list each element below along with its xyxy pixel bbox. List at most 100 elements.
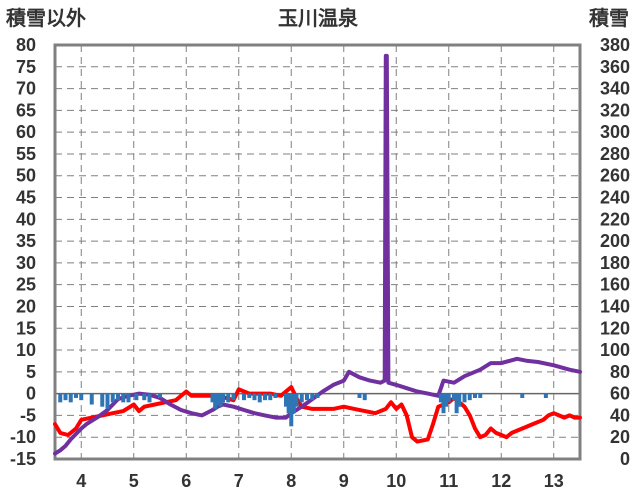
precip-bar [79, 393, 84, 401]
right-tick-label: 300 [600, 122, 630, 142]
precip-bar [315, 393, 320, 398]
right-axis-title: 積雪 [589, 6, 629, 30]
x-tick-label: 11 [439, 471, 458, 491]
precip-bar [305, 393, 309, 401]
precip-bar [158, 393, 162, 398]
precip-bar [478, 393, 483, 398]
left-tick-label: 65 [16, 100, 36, 120]
precip-bar [299, 393, 304, 403]
precip-bar [284, 393, 288, 407]
precip-bar [438, 393, 443, 403]
precip-bar [291, 393, 296, 414]
x-tick-label: 4 [76, 471, 86, 491]
precip-bar [110, 393, 115, 403]
precip-bar [273, 393, 278, 398]
left-tick-label: 20 [16, 296, 36, 316]
precip-bar [63, 393, 68, 401]
right-tick-label: 260 [600, 166, 630, 186]
x-tick-label: 5 [129, 471, 139, 491]
precip-bar [134, 393, 139, 401]
precip-bar [257, 393, 262, 403]
precip-bar [242, 393, 246, 401]
precip-bar [252, 393, 257, 401]
precip-bar [310, 393, 315, 401]
left-tick-label: -5 [20, 405, 36, 425]
precip-bar [462, 393, 467, 403]
precip-bar [543, 393, 548, 398]
chart-title: 玉川温泉 [278, 6, 359, 30]
right-tick-label: 20 [610, 427, 630, 447]
right-tick-label: 0 [620, 449, 630, 469]
precip-bar [142, 393, 147, 401]
right-tick-label: 200 [600, 231, 630, 251]
precip-bar [444, 393, 449, 407]
precip-bar [126, 393, 131, 403]
right-tick-label: 380 [600, 35, 630, 55]
right-tick-label: 40 [610, 405, 630, 425]
x-tick-label: 13 [544, 471, 564, 491]
left-tick-label: 80 [16, 35, 36, 55]
right-tick-label: 180 [600, 253, 630, 273]
precip-bar [286, 393, 291, 414]
precip-bar [221, 393, 225, 403]
precip-bar [100, 393, 105, 407]
precip-bar [74, 393, 78, 398]
left-tick-label: 30 [16, 253, 36, 273]
precip-bar [215, 393, 220, 405]
precip-bar [105, 393, 110, 409]
x-tick-label: 6 [181, 471, 191, 491]
x-tick-label: 7 [234, 471, 244, 491]
precip-bar [116, 393, 120, 401]
precip-bar [289, 393, 294, 427]
precip-bar [454, 393, 459, 414]
right-tick-label: 60 [610, 384, 630, 404]
precip-bar [231, 393, 236, 401]
left-tick-label: 15 [16, 318, 36, 338]
left-tick-label: 25 [16, 275, 36, 295]
precip-bar [268, 393, 273, 401]
x-tick-label: 12 [491, 471, 511, 491]
precip-bar [294, 393, 299, 407]
precip-bar [263, 393, 267, 401]
precip-bar [213, 393, 218, 409]
x-tick-label: 9 [339, 471, 349, 491]
plot-area [53, 53, 582, 456]
grid [55, 45, 580, 459]
x-tick-label: 10 [386, 471, 406, 491]
precip-bar [68, 393, 73, 403]
temperature-line [53, 385, 582, 444]
right-tick-label: 220 [600, 209, 630, 229]
precip-bar [218, 393, 223, 407]
right-tick-label: 160 [600, 275, 630, 295]
left-tick-label: 10 [16, 340, 36, 360]
left-tick-label: 40 [16, 209, 36, 229]
precip-bar [473, 393, 477, 398]
plot-frame [53, 43, 582, 461]
precip-bar [467, 393, 472, 401]
precip-bar [210, 393, 215, 403]
precip-bar [457, 393, 462, 407]
precip-bar [247, 393, 252, 398]
right-tick-label: 320 [600, 100, 630, 120]
right-tick-label: 140 [600, 296, 630, 316]
precip-bar [357, 393, 362, 398]
precip-bar [520, 393, 525, 398]
precip-bar [441, 393, 446, 414]
left-tick-label: 75 [16, 57, 36, 77]
left-tick-label: 35 [16, 231, 36, 251]
left-tick-label: 0 [26, 384, 36, 404]
precip-bar [226, 393, 231, 403]
left-tick-label: 5 [26, 362, 36, 382]
right-tick-label: 360 [600, 57, 630, 77]
precip-bar [147, 393, 152, 403]
precip-bar [121, 393, 126, 403]
left-tick-label: 60 [16, 122, 36, 142]
precip-bar [362, 393, 367, 401]
right-tick-label: 240 [600, 188, 630, 208]
right-tick-label: 80 [610, 362, 630, 382]
left-tick-label: -10 [10, 427, 36, 447]
precip-bar [58, 393, 63, 403]
precip-bar [89, 393, 94, 405]
left-axis-title: 積雪以外 [6, 6, 86, 30]
